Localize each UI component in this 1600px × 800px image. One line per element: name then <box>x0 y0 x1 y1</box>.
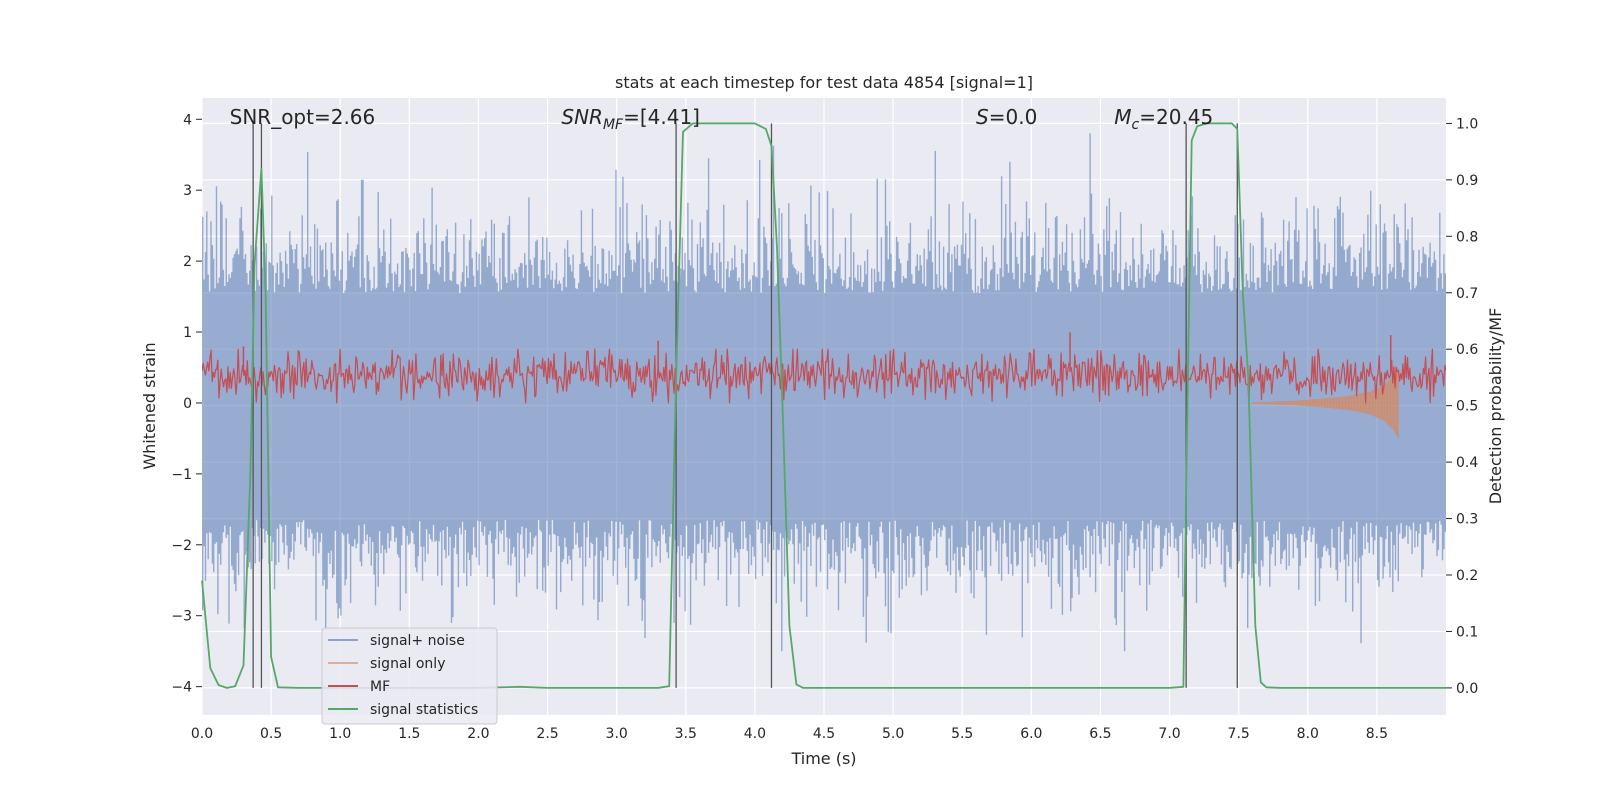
x-tick-label: 1.5 <box>398 726 420 742</box>
annotation-subscript: MF <box>603 117 624 133</box>
x-tick-label: 0.5 <box>260 726 282 742</box>
signal-noise-upper-spikes <box>202 133 1446 293</box>
chart-title: stats at each timestep for test data 485… <box>615 73 1033 92</box>
annotation-3: S=0.0 <box>976 105 1037 129</box>
x-tick-label: 1.0 <box>329 726 351 742</box>
annotation-main: S <box>976 105 989 129</box>
signal-only-chirp <box>1251 367 1399 438</box>
annotation-rest: =0.0 <box>989 105 1038 129</box>
annotations: SNR_opt=2.66 SNRMF=[4.41] S=0.0 Mc=20.45 <box>230 105 1214 133</box>
y-tick-label: 4 <box>183 112 192 128</box>
y2-tick-label: 0.2 <box>1456 568 1478 584</box>
y-tick-label: 2 <box>183 254 192 270</box>
y-tick-label: −4 <box>171 680 192 696</box>
y-tick-label: −2 <box>171 538 192 554</box>
legend-label: signal statistics <box>370 702 478 718</box>
y-tick-label: 1 <box>183 325 192 341</box>
x-tick-label: 0.0 <box>191 726 213 742</box>
legend-box <box>321 627 498 725</box>
y2-tick-label: 0.1 <box>1456 624 1478 640</box>
annotation-rest: =20.45 <box>1139 105 1213 129</box>
axes: 0.0 0.5 1.0 1.5 2.0 2.5 3.0 3.5 4.0 4.5 5.0 5.5 6.0 6… <box>171 112 1478 742</box>
y-tick-label: −3 <box>171 609 192 625</box>
y2-tick-label: 0.4 <box>1456 455 1478 471</box>
x-tick-label: 6.0 <box>1020 726 1042 742</box>
x-tick-label: 7.0 <box>1158 726 1180 742</box>
y-tick-label: −1 <box>171 467 192 483</box>
y-tick-label: 3 <box>183 183 192 199</box>
y2-axis-label: Detection probability/MF <box>1486 308 1505 505</box>
y2-tick-label: 0.6 <box>1456 342 1478 358</box>
y2-tick-label: 0.5 <box>1456 399 1478 415</box>
annotation-rest: =[4.41] <box>623 105 700 129</box>
legend-label: signal only <box>370 656 445 672</box>
x-tick-label: 8.0 <box>1297 726 1319 742</box>
data-layer <box>202 133 1446 652</box>
signal-statistics-line <box>201 122 1446 689</box>
x-tick-label: 6.5 <box>1089 726 1111 742</box>
vertical-markers <box>201 122 1446 689</box>
x-tick-label: 7.5 <box>1228 726 1250 742</box>
annotation-main: SNR <box>561 105 603 129</box>
x-tick-label: 2.5 <box>536 726 558 742</box>
y2-tick-label: 0.8 <box>1456 229 1478 245</box>
x-tick-label: 5.5 <box>951 726 973 742</box>
annotation-4: Mc=20.45 <box>1114 105 1213 133</box>
legend: signal+ noise signal only MF signal statist… <box>321 627 498 725</box>
y-tick-label: 0 <box>183 396 192 412</box>
x-tick-label: 3.0 <box>606 726 628 742</box>
annotation-main: M <box>1114 105 1131 129</box>
x-tick-label: 4.5 <box>813 726 835 742</box>
y-axis-label: Whitened strain <box>140 342 159 469</box>
x-tick-label: 5.0 <box>882 726 904 742</box>
annotation-1: SNR_opt=2.66 <box>230 105 376 129</box>
x-tick-label: 8.5 <box>1366 726 1388 742</box>
annotation-2: SNRMF=[4.41] <box>561 105 700 133</box>
x-axis-label: Time (s) <box>790 749 856 768</box>
y2-tick-label: 0.9 <box>1456 173 1478 189</box>
y2-tick-label: 0.3 <box>1456 512 1478 528</box>
annotation-subscript: c <box>1132 117 1140 133</box>
signal-noise-band <box>202 293 1446 520</box>
mf-line <box>202 348 1446 404</box>
x-tick-label: 3.5 <box>675 726 697 742</box>
legend-label: signal+ noise <box>370 633 465 649</box>
x-tick-label: 2.0 <box>467 726 489 742</box>
x-tick-label: 4.0 <box>744 726 766 742</box>
y2-tick-label: 0.7 <box>1456 286 1478 302</box>
y2-tick-label: 0.0 <box>1456 681 1478 697</box>
y2-tick-label: 1.0 <box>1456 116 1478 132</box>
legend-label: MF <box>370 679 390 695</box>
signal-noise-lower-spikes <box>202 520 1446 652</box>
